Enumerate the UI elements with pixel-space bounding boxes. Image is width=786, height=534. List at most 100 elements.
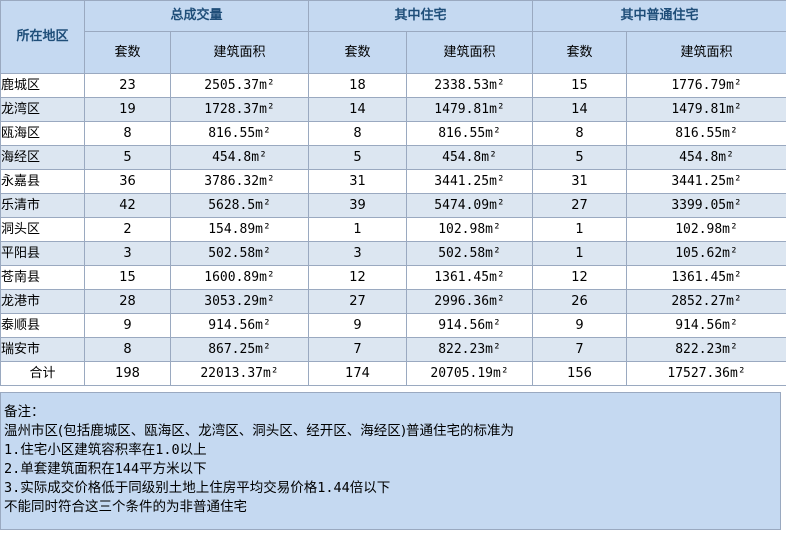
notes-title: 备注： (4, 404, 45, 420)
total-area-cell: 454.8m² (169, 145, 310, 170)
total-units-cell: 2 (84, 217, 171, 242)
ord-units-cell: 156 (532, 361, 628, 386)
total-units-cell: 5 (84, 145, 171, 170)
res-area-cell: 2338.53m² (406, 73, 534, 98)
table-row: 龙湾区 19 1728.37m² 14 1479.81m² 14 1479.81m² (0, 97, 786, 122)
region-cell: 瓯海区 (0, 121, 85, 146)
ord-area-cell: 2852.27m² (626, 289, 786, 314)
res-units-cell: 3 (308, 241, 408, 266)
table-row: 永嘉县 36 3786.32m² 31 3441.25m² 31 3441.25m² (0, 169, 786, 194)
ord-area-cell: 17527.36m² (626, 361, 786, 386)
total-area-cell: 22013.37m² (169, 361, 310, 386)
header-ordinary-residential: 其中普通住宅 (532, 0, 786, 32)
notes-box: 备注： 温州市区(包括鹿城区、瓯海区、龙湾区、洞头区、经开区、海经区)普通住宅的… (0, 392, 781, 530)
total-area-cell: 914.56m² (169, 313, 310, 338)
ord-area-cell: 816.55m² (626, 121, 786, 146)
res-units-cell: 9 (308, 313, 408, 338)
region-cell: 永嘉县 (0, 169, 85, 194)
ord-area-cell: 1776.79m² (626, 73, 786, 98)
header-row-groups: 所在地区 总成交量 其中住宅 其中普通住宅 (0, 0, 786, 74)
ord-units-cell: 12 (532, 265, 628, 290)
total-units-cell: 8 (84, 121, 171, 146)
res-area-cell: 822.23m² (406, 337, 534, 362)
table-row: 泰顺县 9 914.56m² 9 914.56m² 9 914.56m² (0, 313, 786, 338)
transaction-table: 所在地区 总成交量 其中住宅 其中普通住宅 套数 建筑面积 套数 建筑面积 套数… (0, 0, 786, 386)
ord-area-cell: 914.56m² (626, 313, 786, 338)
ord-area-cell: 454.8m² (626, 145, 786, 170)
res-area-cell: 1479.81m² (406, 97, 534, 122)
region-cell: 龙湾区 (0, 97, 85, 122)
ord-units-cell: 14 (532, 97, 628, 122)
total-units-cell: 36 (84, 169, 171, 194)
ord-area-cell: 3441.25m² (626, 169, 786, 194)
total-units-cell: 3 (84, 241, 171, 266)
ord-area-cell: 822.23m² (626, 337, 786, 362)
total-area-cell: 3053.29m² (169, 289, 310, 314)
region-cell: 龙港市 (0, 289, 85, 314)
total-units-cell: 28 (84, 289, 171, 314)
ord-area-cell: 102.98m² (626, 217, 786, 242)
total-units-cell: 8 (84, 337, 171, 362)
res-units-cell: 12 (308, 265, 408, 290)
table-row: 瓯海区 8 816.55m² 8 816.55m² 8 816.55m² (0, 121, 786, 146)
total-row: 合计 198 22013.37m² 174 20705.19m² 156 17527.36m… (0, 361, 786, 386)
header-ord-area: 建筑面积 (626, 31, 786, 74)
ord-units-cell: 1 (532, 217, 628, 242)
total-area-cell: 867.25m² (169, 337, 310, 362)
total-area-cell: 502.58m² (169, 241, 310, 266)
notes-line-4: 3.实际成交价格低于同级别土地上住房平均交易价格1.44倍以下 (4, 480, 391, 496)
header-row-columns: 套数 建筑面积 套数 建筑面积 套数 建筑面积 (1, 31, 786, 74)
table-row: 平阳县 3 502.58m² 3 502.58m² 1 105.62m² (0, 241, 786, 266)
ord-area-cell: 3399.05m² (626, 193, 786, 218)
table-row: 瑞安市 8 867.25m² 7 822.23m² 7 822.23m² (0, 337, 786, 362)
res-units-cell: 7 (308, 337, 408, 362)
res-units-cell: 31 (308, 169, 408, 194)
res-area-cell: 502.58m² (406, 241, 534, 266)
res-units-cell: 39 (308, 193, 408, 218)
total-units-cell: 42 (84, 193, 171, 218)
res-units-cell: 27 (308, 289, 408, 314)
res-area-cell: 5474.09m² (406, 193, 534, 218)
ord-units-cell: 7 (532, 337, 628, 362)
header-res-area: 建筑面积 (406, 31, 534, 74)
res-units-cell: 8 (308, 121, 408, 146)
ord-units-cell: 5 (532, 145, 628, 170)
notes-line-3: 2.单套建筑面积在144平方米以下 (4, 461, 207, 477)
header-ord-units: 套数 (532, 31, 628, 74)
ord-units-cell: 27 (532, 193, 628, 218)
header-total-units: 套数 (84, 31, 171, 74)
ord-area-cell: 105.62m² (626, 241, 786, 266)
table-row: 鹿城区 23 2505.37m² 18 2338.53m² 15 1776.79m² (0, 73, 786, 98)
res-area-cell: 3441.25m² (406, 169, 534, 194)
header-region: 所在地区 (0, 0, 85, 74)
ord-units-cell: 8 (532, 121, 628, 146)
res-area-cell: 20705.19m² (406, 361, 534, 386)
res-units-cell: 5 (308, 145, 408, 170)
total-units-cell: 15 (84, 265, 171, 290)
total-area-cell: 154.89m² (169, 217, 310, 242)
header-total-volume: 总成交量 (83, 0, 310, 32)
ord-units-cell: 31 (532, 169, 628, 194)
table-row: 苍南县 15 1600.89m² 12 1361.45m² 12 1361.45m² (0, 265, 786, 290)
res-area-cell: 1361.45m² (406, 265, 534, 290)
res-area-cell: 102.98m² (406, 217, 534, 242)
region-cell: 鹿城区 (0, 73, 85, 98)
region-cell: 乐清市 (0, 193, 85, 218)
res-area-cell: 914.56m² (406, 313, 534, 338)
header-residential: 其中住宅 (308, 0, 534, 32)
notes-line-5: 不能同时符合这三个条件的为非普通住宅 (4, 499, 247, 515)
total-area-cell: 1728.37m² (169, 97, 310, 122)
res-area-cell: 454.8m² (406, 145, 534, 170)
res-area-cell: 816.55m² (406, 121, 534, 146)
total-label-cell: 合计 (0, 361, 85, 386)
total-area-cell: 3786.32m² (169, 169, 310, 194)
total-area-cell: 1600.89m² (169, 265, 310, 290)
total-area-cell: 5628.5m² (169, 193, 310, 218)
ord-units-cell: 9 (532, 313, 628, 338)
region-cell: 苍南县 (0, 265, 85, 290)
res-area-cell: 2996.36m² (406, 289, 534, 314)
region-cell: 海经区 (0, 145, 85, 170)
region-cell: 泰顺县 (0, 313, 85, 338)
ord-units-cell: 26 (532, 289, 628, 314)
